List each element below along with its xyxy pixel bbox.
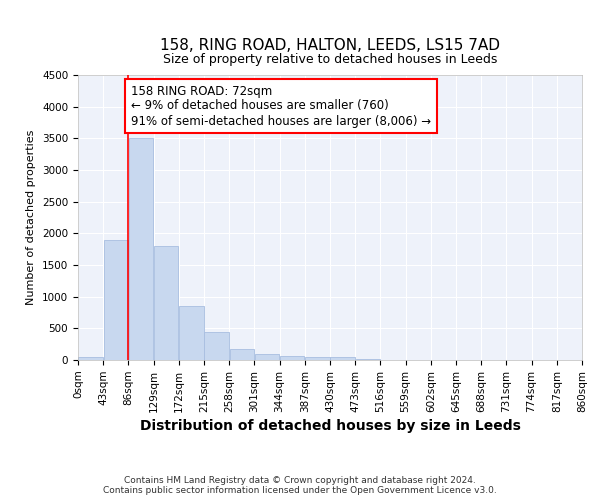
Bar xyxy=(79,357,103,360)
Bar xyxy=(331,357,355,360)
Bar xyxy=(305,357,329,360)
Bar xyxy=(255,354,279,360)
Bar xyxy=(230,349,254,360)
Y-axis label: Number of detached properties: Number of detached properties xyxy=(26,130,37,305)
Bar xyxy=(356,358,380,360)
Text: Contains HM Land Registry data © Crown copyright and database right 2024.
Contai: Contains HM Land Registry data © Crown c… xyxy=(103,476,497,495)
Bar xyxy=(154,246,178,360)
Bar xyxy=(104,240,128,360)
X-axis label: Distribution of detached houses by size in Leeds: Distribution of detached houses by size … xyxy=(140,419,520,433)
Title: 158, RING ROAD, HALTON, LEEDS, LS15 7AD: 158, RING ROAD, HALTON, LEEDS, LS15 7AD xyxy=(160,38,500,53)
Bar xyxy=(179,306,203,360)
Bar xyxy=(205,332,229,360)
Bar xyxy=(129,138,153,360)
Text: Size of property relative to detached houses in Leeds: Size of property relative to detached ho… xyxy=(163,54,497,66)
Bar xyxy=(280,356,304,360)
Text: 158 RING ROAD: 72sqm
← 9% of detached houses are smaller (760)
91% of semi-detac: 158 RING ROAD: 72sqm ← 9% of detached ho… xyxy=(131,84,431,128)
